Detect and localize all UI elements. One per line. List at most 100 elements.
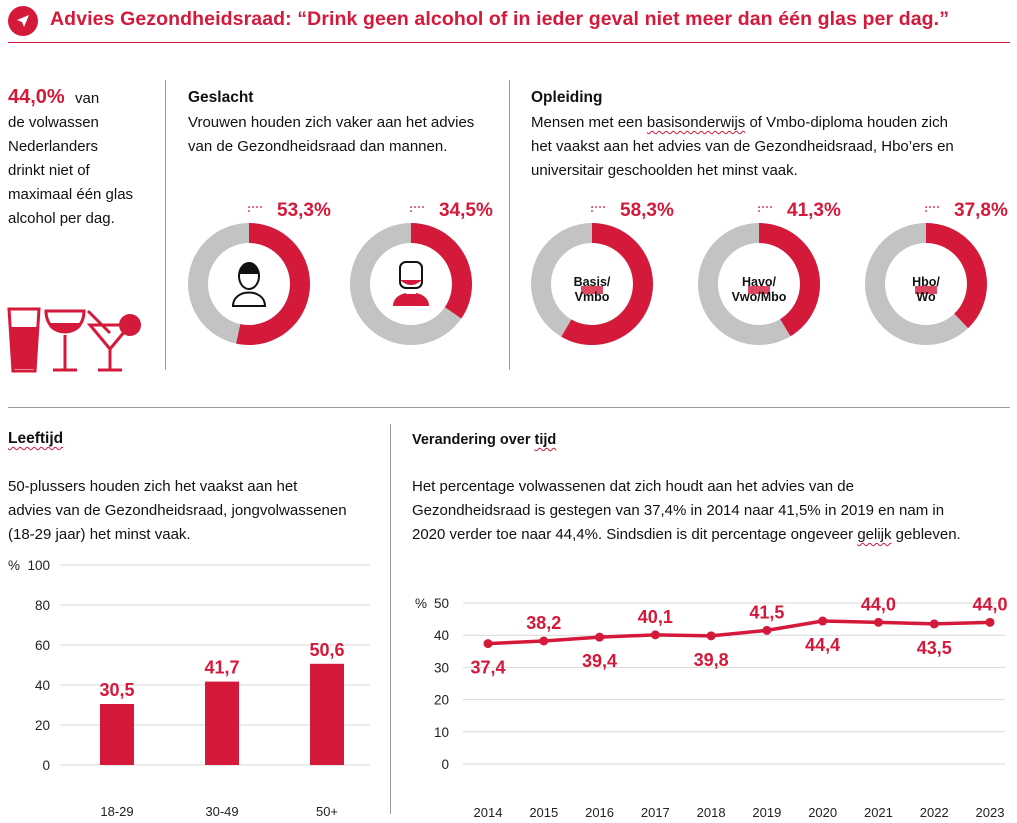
title-divider [8, 42, 1010, 43]
y-tick-label: 30 [434, 660, 449, 675]
data-point [595, 632, 605, 642]
diploma-icon [581, 286, 603, 294]
bar [205, 681, 239, 765]
donut-category-label: Wo [916, 290, 936, 304]
point-value-label: 38,2 [526, 613, 561, 633]
donut-category-label: Basis/ [574, 275, 611, 289]
bar [310, 663, 344, 765]
point-value-label: 40,1 [638, 607, 673, 627]
donut-leader [248, 206, 263, 212]
text-line: advies van de Gezondheidsraad, jongvolwa… [8, 502, 347, 519]
bar-value-label: 50,6 [309, 640, 344, 660]
bar-value-label: 30,5 [99, 680, 134, 700]
y-tick-label: 40 [35, 678, 50, 693]
x-tick-label: 2021 [864, 805, 893, 820]
y-axis-unit: % [415, 596, 427, 611]
verandering-text: Het percentage volwassenen dat zich houd… [412, 475, 961, 547]
text-line: Mensen met een basisonderwijs of Vmbo-di… [531, 114, 948, 131]
donut-leader [925, 206, 940, 212]
opleiding-text: Mensen met een basisonderwijs of Vmbo-di… [531, 111, 954, 183]
y-tick-label: 0 [441, 757, 449, 772]
y-tick-label: 80 [35, 598, 50, 613]
donut-category-label: Havo/ [742, 275, 777, 289]
bar [100, 704, 134, 765]
line-chart: 0 10 20 30 40 50% 37,4 2014 38,2 2015 39,4 2016 40,1… [415, 594, 1008, 820]
separator-3 [390, 424, 391, 814]
donut-3: 58,3% Basis/Vmbo [531, 200, 674, 345]
text-line: Gezondheidsraad is gestegen van 37,4% in… [412, 502, 945, 519]
donut-2: 34,5% [350, 200, 493, 345]
navigation-arrow-icon [8, 6, 38, 36]
text-line: 50-plussers houden zich het vaakst aan h… [8, 478, 298, 495]
point-value-label: 43,5 [917, 638, 952, 658]
donut-segment [188, 223, 310, 345]
x-tick-label: 2019 [752, 805, 781, 820]
x-tick-label: 2022 [920, 805, 949, 820]
text-line: (18-29 jaar) het minst vaak. [8, 526, 191, 543]
y-tick-label: 100 [27, 558, 50, 573]
man-icon [393, 261, 429, 306]
text-line: 2020 verder toe naar 44,4%. Sindsdien is… [412, 526, 961, 543]
intro-text: de volwassen Nederlanders drinkt niet of… [8, 111, 133, 231]
x-tick-label: 2014 [474, 805, 503, 820]
page-title: Advies Gezondheidsraad: “Drink geen alco… [50, 8, 950, 30]
x-tick-label: 18-29 [100, 804, 133, 819]
geslacht-heading: Geslacht [188, 89, 254, 106]
y-tick-label: 60 [35, 638, 50, 653]
data-point [539, 636, 549, 646]
y-tick-label: 20 [35, 718, 50, 733]
x-tick-label: 50+ [316, 804, 338, 819]
point-value-label: 44,0 [861, 594, 896, 614]
intro-line: maximaal één glas [8, 186, 134, 203]
donut-category-label: Vmbo [575, 290, 610, 304]
point-value-label: 39,4 [582, 651, 617, 671]
series-line [487, 619, 991, 646]
y-tick-label: 20 [434, 693, 449, 708]
point-value-label: 41,5 [749, 602, 784, 622]
intro-line: drinkt niet of [8, 162, 90, 179]
x-tick-label: 30-49 [205, 804, 238, 819]
leeftijd-heading: Leeftijd [8, 430, 64, 447]
data-point [985, 617, 995, 627]
bar-chart: 0 20 40 60 80 100% 30,5 18-29 41,7 30-49 50,6 50+ [8, 558, 370, 819]
donut-4: 41,3% Havo/Vwo/Mbo [698, 200, 841, 345]
y-tick-label: 40 [434, 628, 449, 643]
donut-leader [410, 206, 425, 212]
data-point [873, 617, 883, 627]
y-tick-label: 10 [434, 725, 449, 740]
donut-category-label: Vwo/Mbo [732, 290, 787, 304]
separator-2 [509, 80, 510, 370]
donut-charts: 53,3% 34,5% 58,3% Basis/Vmbo 41,3% Havo/Vwo/M… [188, 200, 1008, 345]
intro-text-first: van [75, 90, 100, 107]
x-tick-label: 2017 [641, 805, 670, 820]
data-point [762, 625, 772, 635]
donut-value-label: 37,8% [954, 200, 1008, 221]
donut-value-label: 34,5% [439, 200, 493, 221]
x-tick-label: 2018 [697, 805, 726, 820]
donut-5: 37,8% Hbo/Wo [865, 200, 1008, 345]
donut-value-label: 53,3% [277, 200, 331, 221]
intro-line: Nederlanders [8, 138, 99, 155]
leeftijd-text: 50-plussers houden zich het vaakst aan h… [8, 475, 347, 547]
donut-leader [758, 206, 773, 212]
diploma-icon [748, 286, 770, 294]
donut-1: 53,3% [188, 200, 331, 345]
y-tick-label: 50 [434, 596, 449, 611]
donut-category-label: Hbo/ [912, 275, 940, 289]
donut-value-label: 58,3% [620, 200, 674, 221]
text-line: Vrouwen houden zich vaker aan het advies [188, 114, 475, 131]
intro-line: alcohol per dag. [8, 210, 115, 227]
intro-percentage: 44,0% [8, 86, 65, 108]
woman-icon [231, 262, 267, 307]
donut-segment [698, 223, 820, 345]
alcohol-glasses-icon [7, 307, 141, 373]
x-tick-label: 2023 [976, 805, 1005, 820]
donut-value-label: 41,3% [787, 200, 841, 221]
y-axis-unit: % [8, 558, 20, 573]
donut-leader [591, 206, 606, 212]
text-line: universitair geschoolden het minst vaak. [531, 162, 798, 179]
text-line: van de Gezondheidsraad dan mannen. [188, 138, 448, 155]
donut-segment [865, 223, 987, 345]
donut-segment [531, 223, 653, 345]
point-value-label: 39,8 [694, 650, 729, 670]
